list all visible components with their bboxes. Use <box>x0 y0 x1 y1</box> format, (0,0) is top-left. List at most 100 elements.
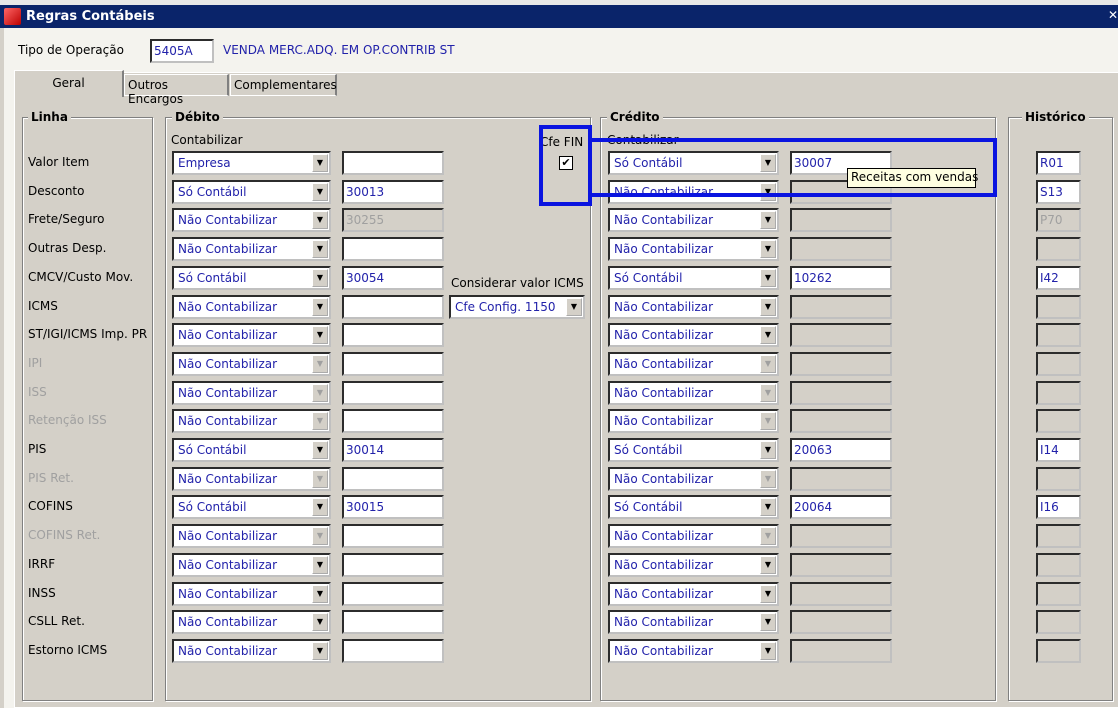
chevron-down-icon[interactable]: ▼ <box>312 613 328 631</box>
chevron-down-icon[interactable]: ▼ <box>312 527 328 545</box>
historico-input[interactable]: I42 <box>1036 266 1081 290</box>
credito-account-input[interactable] <box>790 237 892 261</box>
credito-select[interactable]: Só Contábil ▼ <box>608 495 779 519</box>
tab-geral[interactable]: Geral <box>14 70 124 97</box>
debito-select[interactable]: Não Contabilizar ▼ <box>172 352 331 376</box>
historico-input[interactable] <box>1036 323 1081 347</box>
debito-account-input[interactable] <box>342 639 444 663</box>
chevron-down-icon[interactable]: ▼ <box>760 441 776 459</box>
chevron-down-icon[interactable]: ▼ <box>760 470 776 488</box>
credito-account-input[interactable] <box>790 352 892 376</box>
chevron-down-icon[interactable]: ▼ <box>312 183 328 201</box>
chevron-down-icon[interactable]: ▼ <box>760 154 776 172</box>
debito-select[interactable]: Não Contabilizar ▼ <box>172 323 331 347</box>
credito-select[interactable]: Só Contábil ▼ <box>608 266 779 290</box>
chevron-down-icon[interactable]: ▼ <box>760 527 776 545</box>
chevron-down-icon[interactable]: ▼ <box>312 269 328 287</box>
credito-account-input[interactable]: 10262 <box>790 266 892 290</box>
debito-select[interactable]: Só Contábil ▼ <box>172 180 331 204</box>
debito-select[interactable]: Só Contábil ▼ <box>172 266 331 290</box>
credito-select[interactable]: Não Contabilizar ▼ <box>608 237 779 261</box>
chevron-down-icon[interactable]: ▼ <box>312 384 328 402</box>
credito-select[interactable]: Não Contabilizar ▼ <box>608 352 779 376</box>
historico-input[interactable]: I14 <box>1036 438 1081 462</box>
debito-select[interactable]: Só Contábil ▼ <box>172 495 331 519</box>
historico-input[interactable]: P70 <box>1036 208 1081 232</box>
historico-input[interactable]: R01 <box>1036 151 1081 175</box>
credito-select[interactable]: Só Contábil ▼ <box>608 438 779 462</box>
historico-input[interactable]: S13 <box>1036 180 1081 204</box>
debito-select[interactable]: Não Contabilizar ▼ <box>172 295 331 319</box>
credito-select[interactable]: Não Contabilizar ▼ <box>608 381 779 405</box>
debito-account-input[interactable] <box>342 610 444 634</box>
chevron-down-icon[interactable]: ▼ <box>760 585 776 603</box>
credito-account-input[interactable]: 20063 <box>790 438 892 462</box>
debito-account-input[interactable] <box>342 295 444 319</box>
historico-input[interactable]: I16 <box>1036 495 1081 519</box>
debito-select[interactable]: Não Contabilizar ▼ <box>172 610 331 634</box>
credito-account-input[interactable] <box>790 639 892 663</box>
debito-select[interactable]: Não Contabilizar ▼ <box>172 381 331 405</box>
credito-select[interactable]: Não Contabilizar ▼ <box>608 409 779 433</box>
historico-input[interactable] <box>1036 582 1081 606</box>
chevron-down-icon[interactable]: ▼ <box>312 298 328 316</box>
chevron-down-icon[interactable]: ▼ <box>760 211 776 229</box>
historico-input[interactable] <box>1036 352 1081 376</box>
chevron-down-icon[interactable]: ▼ <box>312 585 328 603</box>
debito-account-input[interactable]: 30014 <box>342 438 444 462</box>
chevron-down-icon[interactable]: ▼ <box>312 211 328 229</box>
debito-select[interactable]: Não Contabilizar ▼ <box>172 409 331 433</box>
chevron-down-icon[interactable]: ▼ <box>312 412 328 430</box>
chevron-down-icon[interactable]: ▼ <box>312 441 328 459</box>
historico-input[interactable] <box>1036 237 1081 261</box>
chevron-down-icon[interactable]: ▼ <box>312 556 328 574</box>
debito-account-input[interactable] <box>342 381 444 405</box>
chevron-down-icon[interactable]: ▼ <box>760 326 776 344</box>
tipo-operacao-input[interactable]: 5405A <box>150 39 214 63</box>
credito-select[interactable]: Não Contabilizar ▼ <box>608 524 779 548</box>
credito-select[interactable]: Não Contabilizar ▼ <box>608 639 779 663</box>
debito-select[interactable]: Não Contabilizar ▼ <box>172 639 331 663</box>
chevron-down-icon[interactable]: ▼ <box>312 154 328 172</box>
credito-account-input[interactable] <box>790 409 892 433</box>
credito-account-input[interactable] <box>790 582 892 606</box>
historico-input[interactable] <box>1036 295 1081 319</box>
historico-input[interactable] <box>1036 409 1081 433</box>
historico-input[interactable] <box>1036 467 1081 491</box>
chevron-down-icon[interactable]: ▼ <box>760 613 776 631</box>
debito-select[interactable]: Empresa ▼ <box>172 151 331 175</box>
credito-select[interactable]: Não Contabilizar ▼ <box>608 610 779 634</box>
credito-account-input[interactable] <box>790 524 892 548</box>
debito-account-input[interactable] <box>342 409 444 433</box>
credito-select[interactable]: Não Contabilizar ▼ <box>608 467 779 491</box>
credito-select[interactable]: Não Contabilizar ▼ <box>608 582 779 606</box>
tab-complementares[interactable]: Complementares <box>230 74 337 96</box>
chevron-down-icon[interactable]: ▼ <box>760 384 776 402</box>
debito-account-input[interactable]: 30054 <box>342 266 444 290</box>
debito-select[interactable]: Não Contabilizar ▼ <box>172 582 331 606</box>
tab-outros-encargos[interactable]: Outros Encargos <box>124 74 229 106</box>
chevron-down-icon[interactable]: ▼ <box>760 642 776 660</box>
credito-account-input[interactable] <box>790 295 892 319</box>
historico-input[interactable] <box>1036 524 1081 548</box>
chevron-down-icon[interactable]: ▼ <box>312 498 328 516</box>
debito-select[interactable]: Não Contabilizar ▼ <box>172 553 331 577</box>
debito-account-input[interactable] <box>342 323 444 347</box>
debito-account-input[interactable]: 30013 <box>342 180 444 204</box>
chevron-down-icon[interactable]: ▼ <box>760 269 776 287</box>
historico-input[interactable] <box>1036 553 1081 577</box>
debito-account-input[interactable] <box>342 524 444 548</box>
chevron-down-icon[interactable]: ▼ <box>312 240 328 258</box>
historico-input[interactable] <box>1036 610 1081 634</box>
debito-account-input[interactable]: 30015 <box>342 495 444 519</box>
chevron-down-icon[interactable]: ▼ <box>760 556 776 574</box>
chevron-down-icon[interactable]: ▼ <box>312 326 328 344</box>
cfe-fin-checkbox[interactable]: ✔ <box>559 156 573 170</box>
debito-select[interactable]: Não Contabilizar ▼ <box>172 208 331 232</box>
credito-account-input[interactable] <box>790 610 892 634</box>
close-icon[interactable]: ✕ <box>1108 8 1118 22</box>
historico-input[interactable] <box>1036 639 1081 663</box>
credito-select[interactable]: Só Contábil ▼ <box>608 151 779 175</box>
chevron-down-icon[interactable]: ▼ <box>312 642 328 660</box>
credito-select[interactable]: Não Contabilizar ▼ <box>608 323 779 347</box>
